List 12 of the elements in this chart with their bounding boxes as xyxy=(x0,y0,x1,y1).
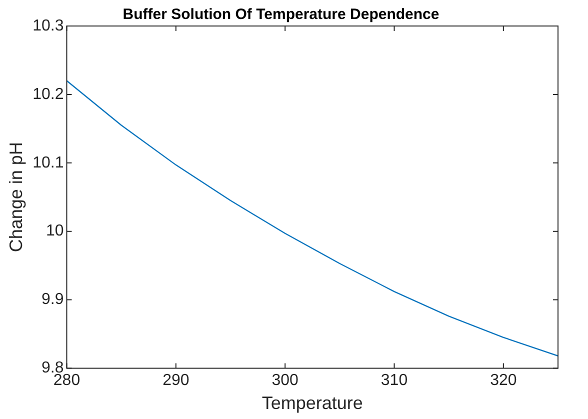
y-axis-title: Change in pH xyxy=(6,142,26,252)
y-tick-label: 9.9 xyxy=(41,291,64,308)
x-tick-label: 310 xyxy=(380,372,408,390)
y-tick-label: 10 xyxy=(46,222,64,240)
y-tick-label: 10.3 xyxy=(32,17,64,34)
x-tick-label: 300 xyxy=(272,372,299,390)
x-tick-label: 290 xyxy=(162,372,190,390)
y-tick-label: 10.1 xyxy=(32,154,64,172)
chart-title: Buffer Solution Of Temperature Dependence xyxy=(122,6,440,24)
x-tick-label: 320 xyxy=(490,372,517,390)
y-tick-label: 10.2 xyxy=(32,86,64,103)
x-axis-title: Temperature xyxy=(262,393,363,414)
